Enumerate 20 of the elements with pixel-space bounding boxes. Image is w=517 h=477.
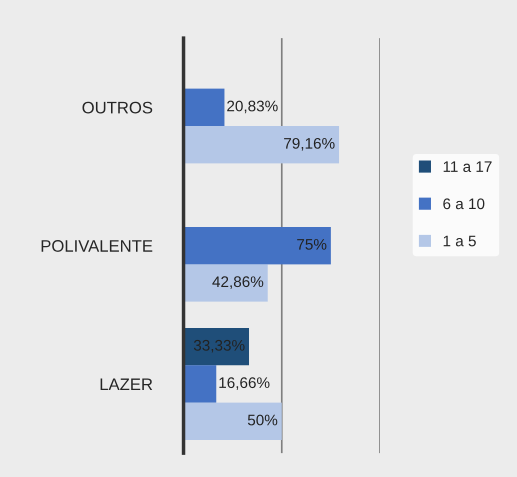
data-label: 75% <box>297 239 326 250</box>
bar <box>184 328 250 366</box>
bar <box>184 365 216 403</box>
y-tick-label: POLIVALENTE <box>42 240 152 252</box>
data-label: 33,33% <box>194 340 245 353</box>
bar <box>184 226 331 264</box>
legend-label: 11 a 17 <box>444 161 492 172</box>
legend-label: 6 a 10 <box>443 198 484 210</box>
y-tick-label: LAZER <box>100 378 152 390</box>
bar <box>184 88 224 126</box>
data-label: 42,86% <box>212 276 264 289</box>
data-label: 16,66% <box>219 377 270 390</box>
data-label: 79,16% <box>284 138 335 151</box>
bar <box>184 402 282 440</box>
y-tick-label: OUTROS <box>82 102 152 114</box>
legend-label: 1 a 5 <box>444 236 476 246</box>
bar <box>184 264 268 302</box>
bar <box>184 126 340 164</box>
data-label: 20,83% <box>227 100 278 114</box>
data-label: 50% <box>248 414 278 426</box>
